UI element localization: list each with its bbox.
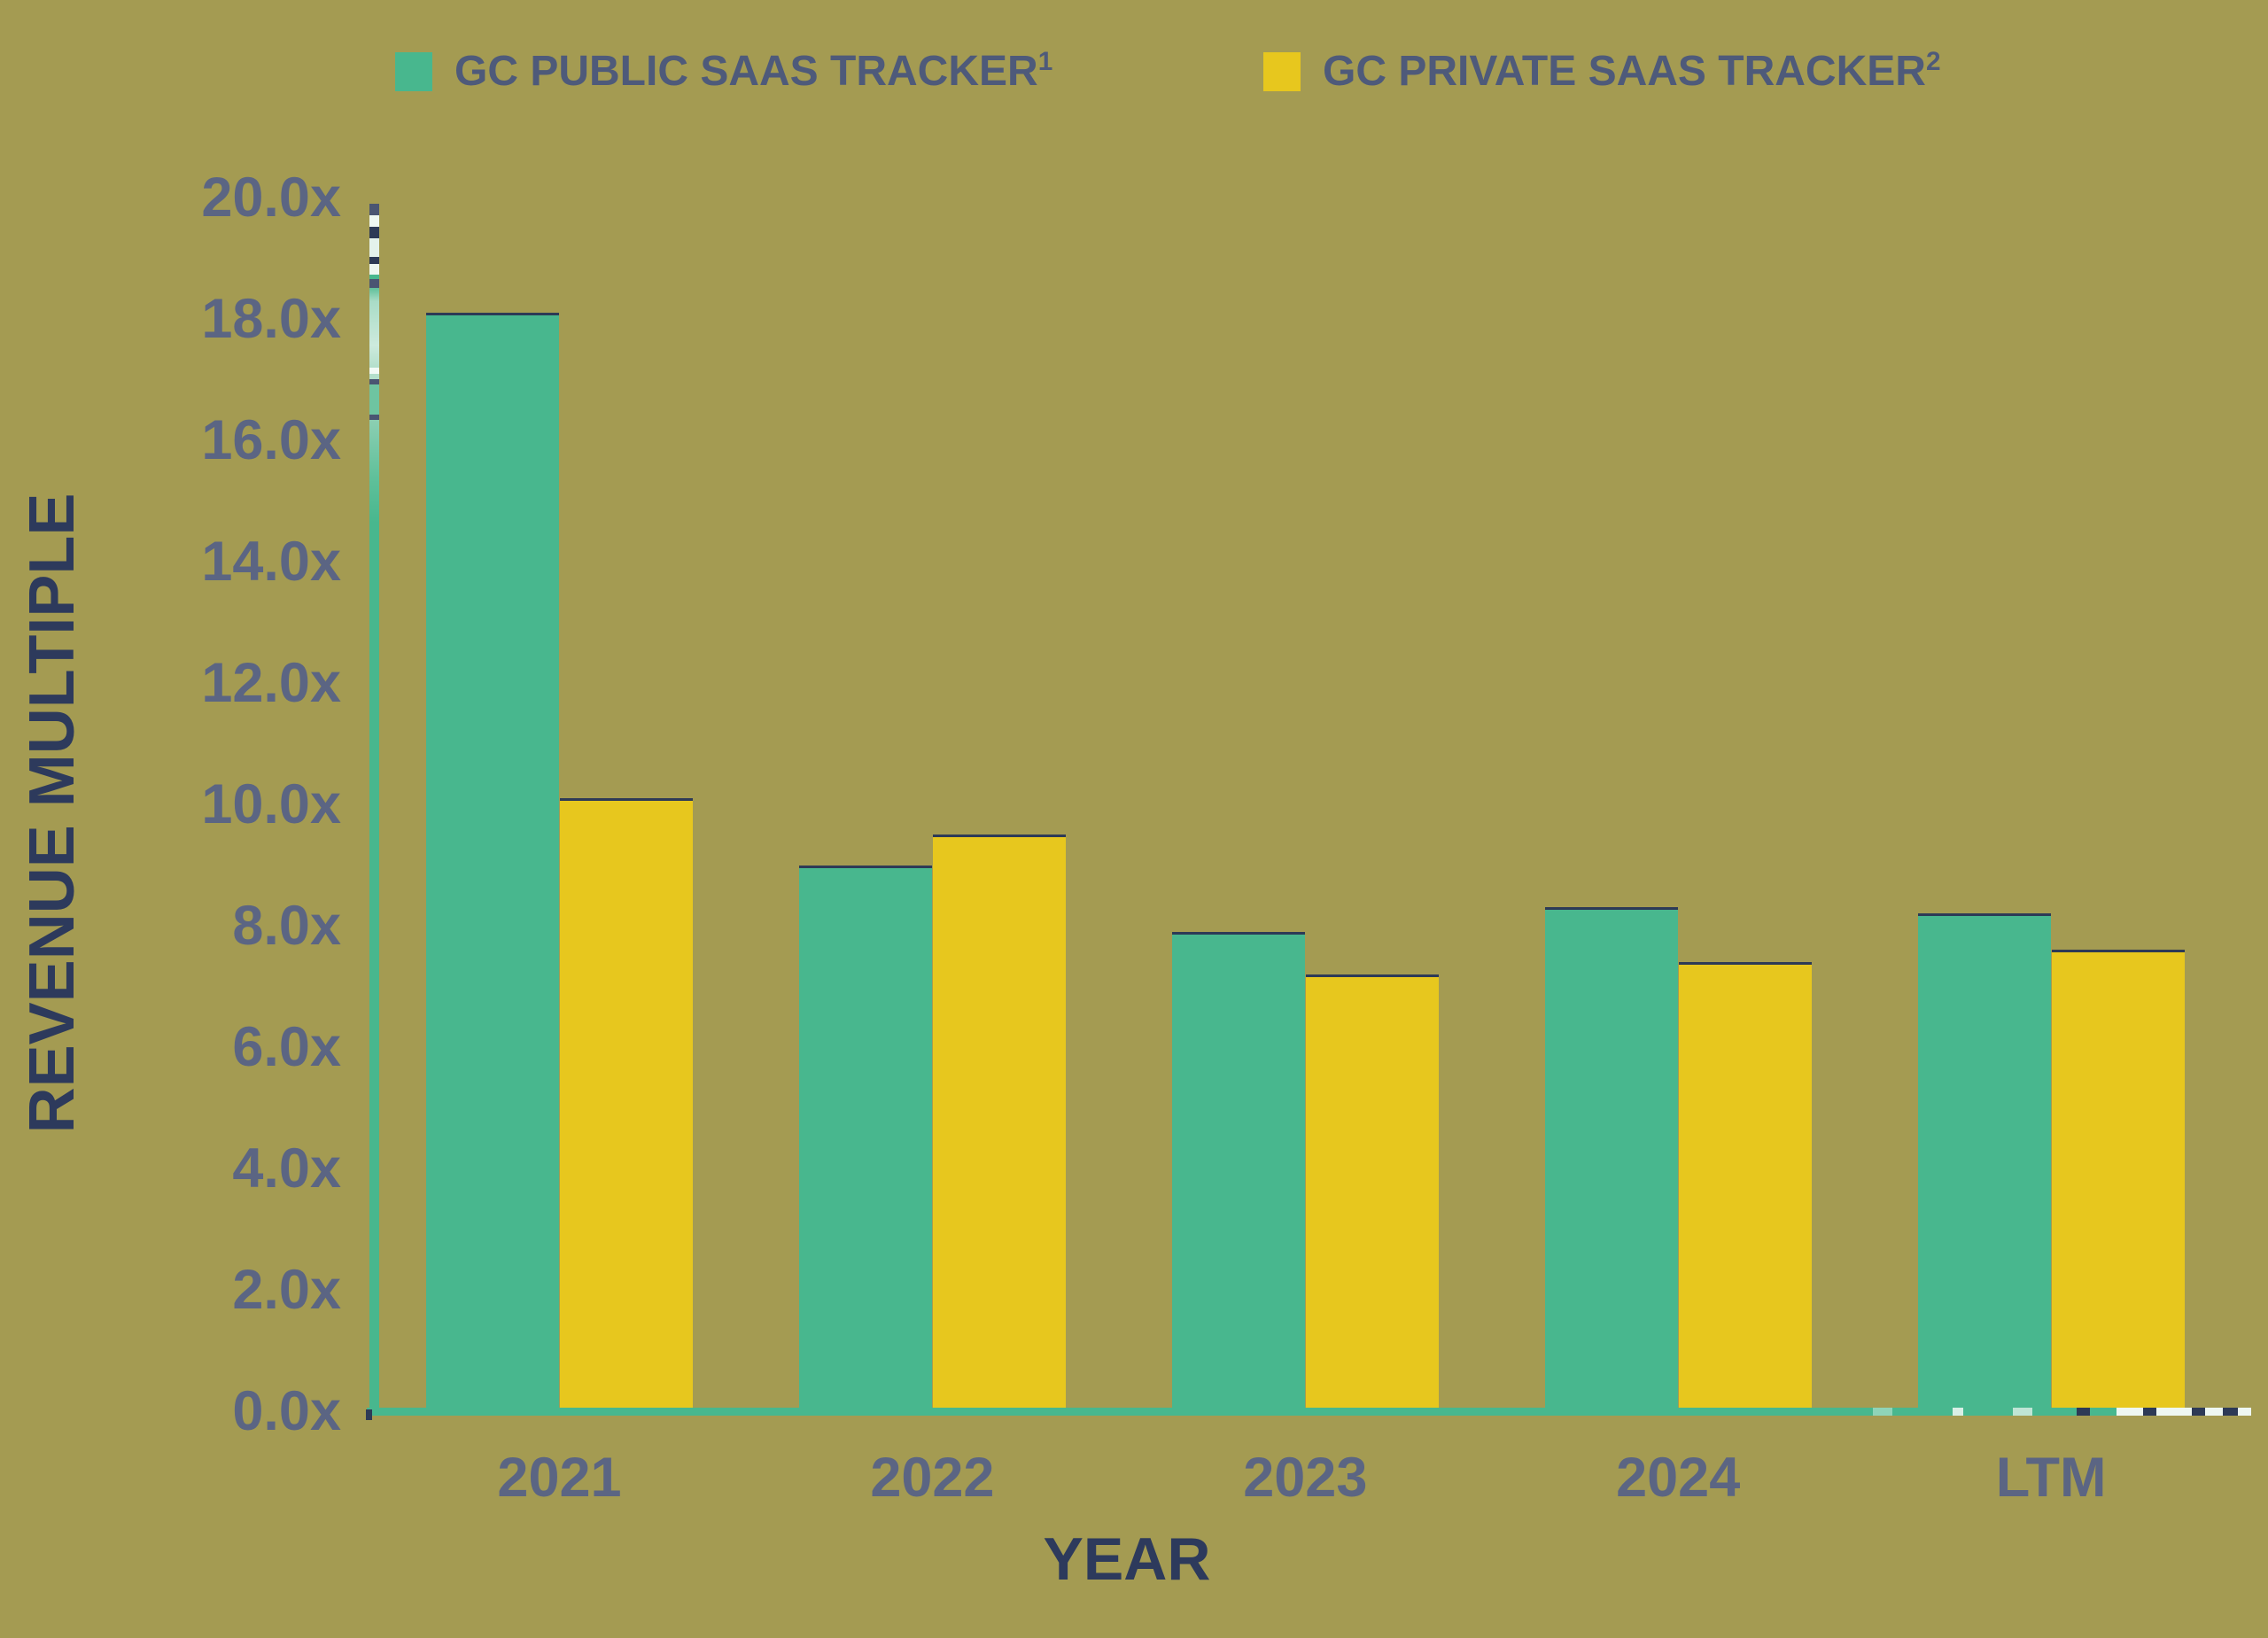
x-tick-label-LTM: LTM (1995, 1447, 2107, 1509)
x-axis-title: YEAR (1043, 1525, 1211, 1593)
y-tick-label-18.0x: 18.0x (201, 288, 341, 350)
legend-label-private: GC PRIVATE SAAS TRACKER2 (1323, 47, 1941, 95)
legend-swatch-public-icon (395, 52, 432, 91)
bar-public-2021 (426, 313, 559, 1408)
y-tick-label-12.0x: 12.0x (201, 652, 341, 714)
x-tick-label-2022: 2022 (870, 1447, 995, 1509)
bar-public-2024 (1544, 907, 1678, 1408)
x-axis-baseline (367, 1408, 2251, 1416)
y-tick-label-20.0x: 20.0x (201, 167, 341, 229)
axis-artifact-strip (369, 204, 379, 1411)
legend-swatch-private-icon (1263, 52, 1301, 91)
y-tick-label-10.0x: 10.0x (201, 773, 341, 835)
y-tick-label-2.0x: 2.0x (232, 1259, 341, 1321)
legend-label-private-footnote: 2 (1925, 47, 1941, 76)
y-tick-label-4.0x: 4.0x (232, 1137, 341, 1199)
x-tick-label-2023: 2023 (1243, 1447, 1368, 1509)
bar-public-2023 (1171, 931, 1305, 1408)
legend-label-public-text: GC PUBLIC SAAS TRACKER (454, 48, 1038, 95)
legend-label-private-text: GC PRIVATE SAAS TRACKER (1323, 48, 1926, 95)
bar-private-LTM (2051, 950, 2185, 1408)
y-tick-label-16.0x: 16.0x (201, 409, 341, 471)
legend-item-private: GC PRIVATE SAAS TRACKER2 (1263, 47, 1941, 95)
bar-private-2022 (932, 835, 1066, 1408)
bar-private-2024 (1678, 962, 1812, 1408)
legend-item-public: GC PUBLIC SAAS TRACKER1 (395, 47, 1053, 95)
legend-label-public-footnote: 1 (1037, 47, 1053, 76)
y-axis-title: REVENUE MULTIPLE (17, 493, 88, 1134)
bar-public-LTM (1917, 913, 2051, 1408)
bar-private-2023 (1305, 974, 1439, 1408)
y-tick-label-14.0x: 14.0x (201, 531, 341, 593)
y-tick-label-8.0x: 8.0x (232, 895, 341, 957)
x-tick-label-2024: 2024 (1616, 1447, 1741, 1509)
legend-label-public: GC PUBLIC SAAS TRACKER1 (454, 47, 1053, 95)
bar-public-2022 (798, 865, 932, 1408)
y-tick-label-6.0x: 6.0x (232, 1016, 341, 1078)
baseline-left-tick (366, 1409, 372, 1420)
y-tick-label-0.0x: 0.0x (232, 1380, 341, 1442)
x-tick-label-2021: 2021 (497, 1447, 622, 1509)
bar-private-2021 (560, 798, 693, 1408)
